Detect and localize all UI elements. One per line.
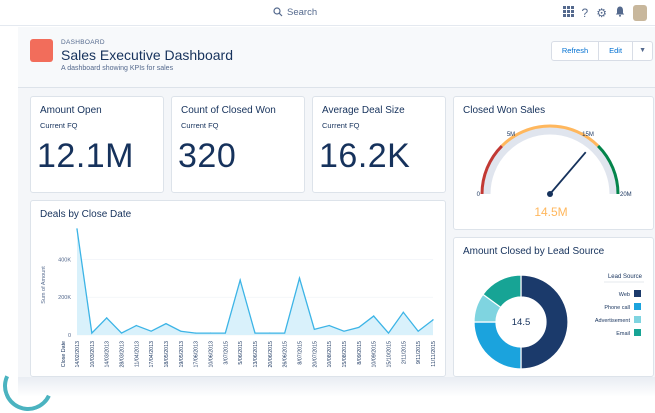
x-tick-label: 13/06/2015: [253, 341, 259, 368]
x-tick-label: 11/11/2015: [431, 341, 437, 367]
gauge-band-mid: [500, 124, 600, 147]
page-header: DASHBOARD Sales Executive Dashboard A da…: [18, 27, 655, 88]
kpi-title: Amount Open: [40, 105, 102, 116]
page-kicker: DASHBOARD: [61, 39, 105, 46]
donut-center-label: 14.5: [512, 317, 531, 328]
x-tick-label: 15/08/2015: [342, 341, 348, 368]
global-header: Search ? ⚙: [0, 0, 655, 26]
kpi-subtitle: Current FQ: [181, 121, 219, 130]
deals-line-chart: 400K 200K 0 Close Date 14/02/2013 10/03/2013…: [41, 228, 437, 368]
kpi-card-average-deal-size[interactable]: Average Deal Size Current FQ 16.2K: [312, 96, 446, 193]
kpi-value: 16.2K: [319, 137, 411, 175]
legend-label: Advertisement: [595, 318, 631, 324]
donut-slice: [520, 274, 569, 370]
y-tick-label: 400K: [58, 257, 71, 263]
gauge-track: [481, 125, 619, 195]
x-tick-label: 10/06/2013: [209, 341, 215, 368]
dashboard-icon: [30, 39, 53, 62]
x-tick-label: 26/06/2015: [283, 341, 289, 368]
gear-icon[interactable]: ⚙: [596, 6, 607, 20]
kpi-card-amount-open[interactable]: Amount Open Current FQ 12.1M: [30, 96, 164, 193]
kpi-subtitle: Current FQ: [40, 121, 78, 130]
y-tick-label: 200K: [58, 295, 71, 301]
kpi-value: 320: [178, 137, 237, 175]
avatar[interactable]: [633, 5, 647, 21]
refresh-button[interactable]: Refresh: [552, 42, 600, 60]
x-tick-label: 15/10/2015: [387, 341, 393, 368]
x-tick-label: 20/06/2015: [268, 341, 274, 368]
gauge-band-high: [597, 144, 620, 195]
x-tick-label: 18/05/2013: [164, 341, 170, 368]
x-tick-label: 17/04/2013: [149, 341, 155, 368]
chart-area-fill: [77, 229, 433, 335]
edit-button[interactable]: Edit: [599, 42, 634, 60]
x-axis-label: Close Date: [61, 341, 67, 367]
x-tick-label: 28/03/2013: [120, 341, 126, 368]
gauge-tick-label: 0: [477, 192, 481, 198]
header-button-group: Refresh Edit ▼: [550, 41, 653, 61]
help-icon[interactable]: ?: [581, 6, 589, 20]
x-tick-label: 14/02/2013: [75, 341, 81, 368]
gauge-tick-label: 15M: [582, 132, 594, 138]
gauge-card[interactable]: Closed Won Sales 0 5M 15M 20M 14.5M: [453, 96, 654, 230]
legend-swatch: [634, 303, 641, 310]
gauge-tick-label: 5M: [507, 132, 515, 138]
gauge-title: Closed Won Sales: [463, 105, 546, 116]
x-tick-label: 9/11/2015: [416, 341, 422, 364]
lead-source-card[interactable]: Amount Closed by Lead Source 14.5 Lead S…: [453, 237, 654, 377]
canvas-shadow: [18, 377, 655, 397]
lead-source-donut: 14.5 Lead Source Web Phone call Advertisem…: [473, 274, 644, 370]
chart-line: [76, 228, 434, 335]
legend-swatch: [634, 290, 641, 297]
deals-by-close-date-card[interactable]: Deals by Close Date 400K 200K 0 Close Date…: [30, 200, 446, 377]
donut-slice: [482, 274, 522, 309]
kpi-value: 12.1M: [37, 137, 134, 175]
page-subtitle: A dashboard showing KPIs for sales: [61, 65, 174, 72]
legend-label: Email: [616, 331, 630, 337]
legend-label: Phone call: [604, 305, 630, 311]
kpi-subtitle: Current FQ: [322, 121, 360, 130]
kpi-card-closed-won-count[interactable]: Count of Closed Won Current FQ 320: [171, 96, 305, 193]
gauge-needle: [549, 151, 587, 195]
y-axis-label: Sum of Amount: [41, 266, 47, 304]
x-tick-label: 8/09/2015: [357, 341, 363, 365]
legend-title: Lead Source: [608, 274, 643, 280]
global-search[interactable]: Search: [273, 4, 317, 20]
chart-title: Deals by Close Date: [40, 209, 132, 220]
x-tick-label: 5/06/2015: [238, 341, 244, 365]
bell-icon[interactable]: [615, 4, 625, 22]
search-label: Search: [287, 6, 318, 18]
gauge-value: 14.5M: [534, 205, 567, 219]
page-title: Sales Executive Dashboard: [61, 47, 233, 63]
x-tick-label: 2/11/2015: [401, 341, 407, 364]
x-tick-label: 10/09/2015: [372, 341, 378, 368]
kpi-title: Average Deal Size: [322, 105, 405, 116]
x-tick-label: 11/04/2013: [134, 341, 140, 367]
gauge-chart: 0 5M 15M 20M 14.5M: [477, 124, 632, 219]
app-launcher-icon[interactable]: [562, 4, 574, 22]
x-tick-label: 10/08/2015: [327, 341, 333, 368]
more-actions-button[interactable]: ▼: [633, 42, 652, 60]
legend-label: Web: [619, 292, 630, 298]
gauge-tick-label: 20M: [620, 192, 632, 198]
legend-swatch: [634, 316, 641, 323]
x-tick-label: 10/03/2013: [90, 341, 96, 368]
gauge-band-low: [480, 144, 503, 195]
x-tick-label: 19/05/2013: [179, 341, 185, 368]
gauge-hub: [547, 191, 553, 197]
search-icon: [273, 7, 283, 17]
legend-swatch: [634, 329, 641, 336]
x-tick-label: 8/07/2015: [298, 341, 304, 365]
chart-title: Amount Closed by Lead Source: [463, 246, 605, 257]
kpi-title: Count of Closed Won: [181, 105, 276, 116]
chevron-down-icon: ▼: [639, 47, 646, 54]
y-tick-label: 0: [68, 333, 71, 339]
x-tick-label: 3/07/2015: [223, 341, 229, 365]
x-tick-label: 20/07/2015: [312, 341, 318, 368]
x-tick-label: 17/06/2013: [194, 341, 200, 368]
donut-slice: [473, 321, 522, 370]
x-tick-label: 14/03/2013: [105, 341, 111, 368]
